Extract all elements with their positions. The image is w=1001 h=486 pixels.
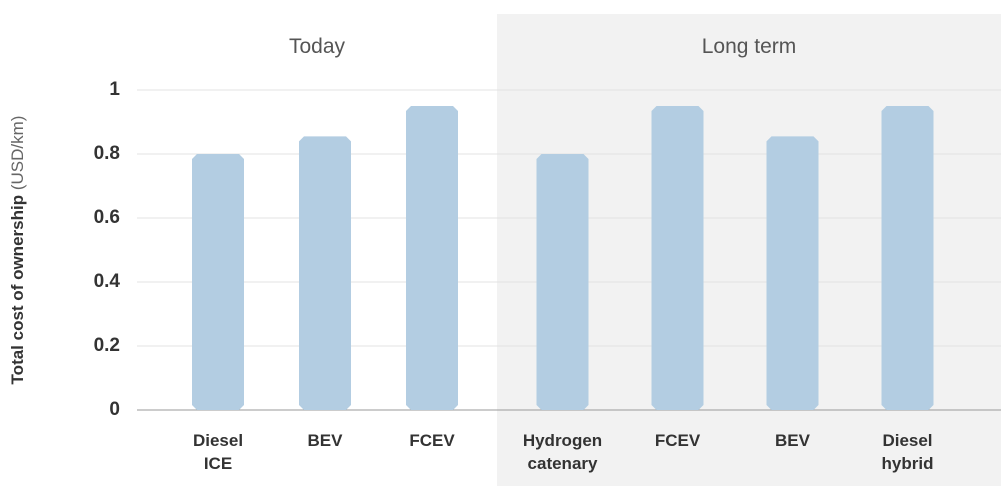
bar xyxy=(651,106,704,410)
y-tick-label: 0 xyxy=(109,399,120,420)
y-tick-label: 0.6 xyxy=(93,207,120,228)
y-tick-label: 0.2 xyxy=(93,335,120,356)
bar xyxy=(192,154,244,410)
x-tick-label: Hydrogen catenary xyxy=(522,431,603,473)
x-tick-label: BEV xyxy=(307,431,343,450)
group-header: Long term xyxy=(701,35,797,58)
x-tick-label: BEV xyxy=(775,431,810,450)
x-tick-label: Diesel ICE xyxy=(192,431,244,473)
y-label-unit: (USD/km) xyxy=(8,115,27,191)
y-tick-label: 0.4 xyxy=(93,271,120,292)
bar xyxy=(406,106,458,410)
x-tick-label: FCEV xyxy=(654,431,701,450)
y-tick-label: 0.8 xyxy=(93,143,120,164)
group-header: Today xyxy=(288,35,346,58)
bar xyxy=(881,106,934,410)
bar xyxy=(766,136,819,410)
bar xyxy=(299,136,351,410)
bar xyxy=(536,154,589,410)
y-axis-label: Total cost of ownership (USD/km) xyxy=(8,116,28,385)
x-tick-label: Diesel hybrid xyxy=(881,431,934,473)
y-label-main: Total cost of ownership xyxy=(8,194,27,385)
y-tick-label: 1 xyxy=(109,79,120,100)
x-tick-label: FCEV xyxy=(409,431,455,450)
